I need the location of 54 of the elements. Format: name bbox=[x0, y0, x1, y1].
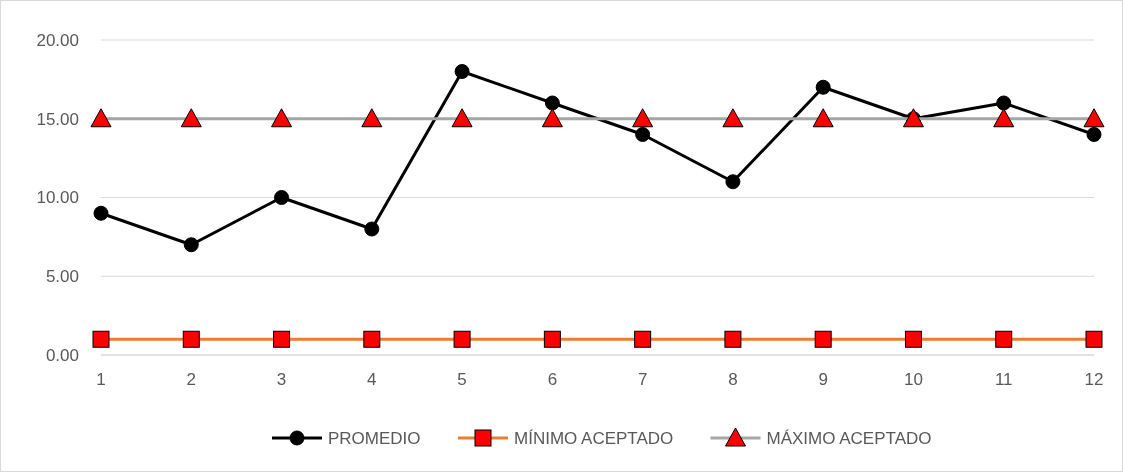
point bbox=[90, 108, 112, 128]
point bbox=[183, 237, 199, 253]
point bbox=[814, 330, 832, 348]
point bbox=[363, 330, 381, 348]
point bbox=[180, 108, 202, 128]
x-tick-label: 9 bbox=[818, 370, 828, 389]
point bbox=[273, 330, 291, 348]
x-tick-label: 6 bbox=[547, 370, 558, 389]
point bbox=[904, 330, 922, 348]
point bbox=[364, 221, 380, 237]
point bbox=[361, 108, 383, 128]
x-tick-label: 12 bbox=[1084, 370, 1104, 389]
point bbox=[812, 108, 834, 128]
point bbox=[634, 330, 652, 348]
x-tick-label: 8 bbox=[728, 370, 738, 389]
y-tick-label: 15.00 bbox=[36, 109, 79, 129]
point bbox=[541, 108, 563, 128]
point bbox=[182, 330, 200, 348]
point bbox=[635, 127, 651, 142]
x-tick-label: 11 bbox=[994, 370, 1013, 389]
x-tick-label: 4 bbox=[367, 370, 377, 389]
y-tick-label: 20.00 bbox=[36, 30, 79, 50]
point bbox=[544, 95, 560, 111]
legend-label: MÁXIMO ACEPTADO bbox=[766, 428, 932, 448]
x-tick-label: 1 bbox=[96, 370, 106, 389]
point bbox=[543, 330, 561, 348]
point bbox=[453, 330, 471, 348]
point bbox=[993, 108, 1015, 128]
y-tick-label: 10.00 bbox=[36, 188, 79, 208]
point bbox=[93, 205, 109, 221]
y-tick-label: 0.00 bbox=[45, 345, 79, 365]
point bbox=[996, 95, 1012, 111]
point bbox=[1086, 127, 1102, 142]
x-tick-label: 2 bbox=[186, 370, 197, 389]
y-tick-label: 5.00 bbox=[45, 267, 79, 287]
point bbox=[995, 330, 1013, 348]
point bbox=[271, 108, 293, 128]
point bbox=[1085, 330, 1103, 348]
point bbox=[454, 64, 470, 79]
point bbox=[451, 108, 473, 128]
x-tick-label: 10 bbox=[903, 370, 923, 389]
x-tick-label: 5 bbox=[457, 370, 467, 389]
point bbox=[725, 174, 741, 190]
point bbox=[724, 330, 742, 348]
point bbox=[632, 108, 654, 128]
x-tick-label: 3 bbox=[276, 370, 287, 389]
point bbox=[1083, 108, 1105, 128]
point bbox=[815, 79, 831, 95]
x-tick-label: 7 bbox=[637, 370, 648, 389]
point bbox=[274, 190, 290, 205]
legend-label: MÍNIMO ACEPTADO bbox=[514, 428, 674, 448]
legend-label: PROMEDIO bbox=[328, 428, 421, 448]
point bbox=[722, 108, 744, 128]
point bbox=[92, 330, 110, 348]
